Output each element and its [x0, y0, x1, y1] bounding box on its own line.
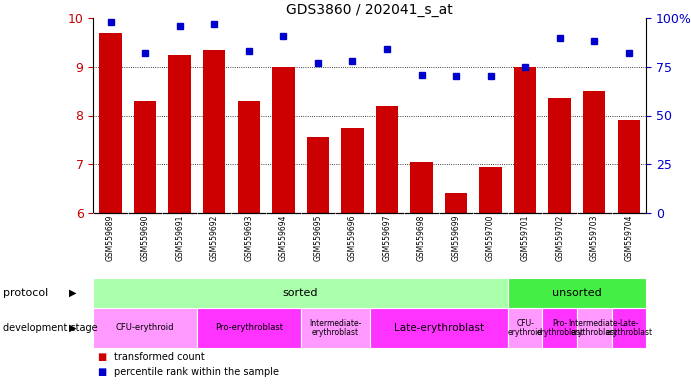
Bar [508, 308, 542, 348]
Bar [445, 194, 467, 213]
Text: Late-
erythroblast: Late- erythroblast [605, 319, 652, 338]
Bar [542, 308, 577, 348]
Text: GSM559702: GSM559702 [555, 214, 565, 261]
Bar [410, 162, 433, 213]
Text: GSM559690: GSM559690 [140, 214, 150, 261]
Text: ■: ■ [97, 352, 106, 362]
Bar [370, 308, 508, 348]
Text: GSM559698: GSM559698 [417, 214, 426, 261]
Text: ■: ■ [97, 367, 106, 377]
Text: Intermediate-
erythroblast: Intermediate- erythroblast [309, 319, 361, 338]
Text: GSM559695: GSM559695 [313, 214, 323, 261]
Bar [583, 91, 605, 213]
Text: protocol: protocol [3, 288, 48, 298]
Bar [508, 278, 646, 308]
Text: GSM559692: GSM559692 [209, 214, 219, 261]
Bar [93, 308, 197, 348]
Text: GSM559697: GSM559697 [382, 214, 392, 261]
Bar [134, 101, 156, 213]
Text: GSM559704: GSM559704 [624, 214, 634, 261]
Text: percentile rank within the sample: percentile rank within the sample [114, 367, 279, 377]
Text: sorted: sorted [283, 288, 319, 298]
Bar [301, 308, 370, 348]
Text: transformed count: transformed count [114, 352, 205, 362]
Text: unsorted: unsorted [552, 288, 602, 298]
Bar [272, 67, 294, 213]
Text: CFU-erythroid: CFU-erythroid [116, 323, 174, 333]
Bar [341, 128, 363, 213]
Bar [203, 50, 225, 213]
Bar [618, 120, 640, 213]
Text: Pro-erythroblast: Pro-erythroblast [215, 323, 283, 333]
Bar [612, 308, 646, 348]
Bar [549, 98, 571, 213]
Bar [307, 137, 329, 213]
Bar [197, 308, 301, 348]
Text: GSM559694: GSM559694 [278, 214, 288, 261]
Text: Intermediate-
erythroblast: Intermediate- erythroblast [568, 319, 621, 338]
Bar [480, 167, 502, 213]
Text: GSM559703: GSM559703 [589, 214, 599, 261]
Text: GSM559700: GSM559700 [486, 214, 495, 261]
Text: ▶: ▶ [69, 288, 76, 298]
Text: GSM559689: GSM559689 [106, 214, 115, 261]
Text: GSM559699: GSM559699 [451, 214, 461, 261]
Text: GSM559696: GSM559696 [348, 214, 357, 261]
Bar [93, 278, 508, 308]
Bar [514, 67, 536, 213]
Text: GSM559701: GSM559701 [520, 214, 530, 261]
Text: GSM559691: GSM559691 [175, 214, 184, 261]
Text: Late-erythroblast: Late-erythroblast [394, 323, 484, 333]
Bar [376, 106, 398, 213]
Text: CFU-
erythroid: CFU- erythroid [507, 319, 543, 338]
Text: ▶: ▶ [69, 323, 76, 333]
Bar [238, 101, 260, 213]
Bar [577, 308, 612, 348]
Title: GDS3860 / 202041_s_at: GDS3860 / 202041_s_at [286, 3, 453, 17]
Bar [100, 33, 122, 213]
Bar [169, 55, 191, 213]
Text: Pro-
erythroblast: Pro- erythroblast [536, 319, 583, 338]
Text: GSM559693: GSM559693 [244, 214, 254, 261]
Text: development stage: development stage [3, 323, 98, 333]
